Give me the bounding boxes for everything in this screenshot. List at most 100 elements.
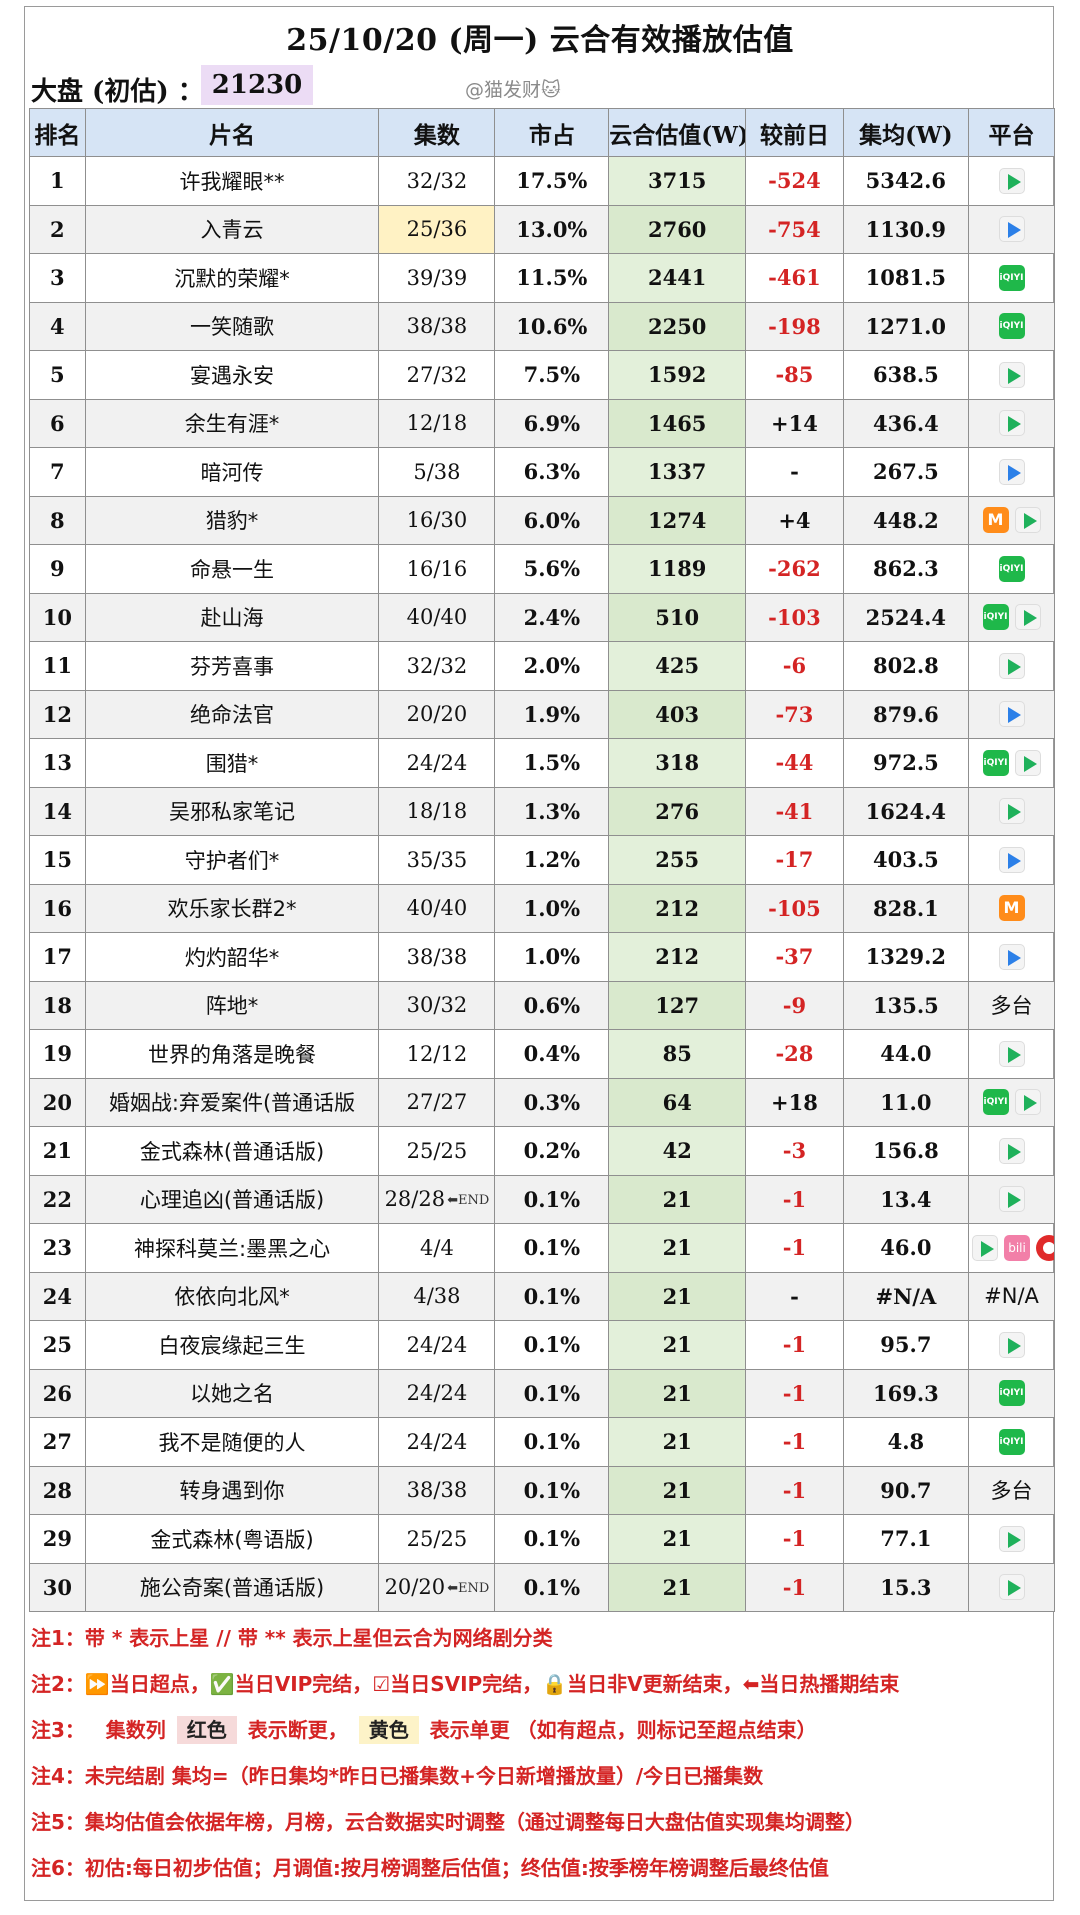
episodes-value: 24/24 [406, 1332, 468, 1357]
note-3-post: 表示单更 （如有超点，则标记至超点结束） [422, 1718, 817, 1742]
platform-cell [968, 447, 1055, 497]
episodes-value: 24/24 [406, 1381, 468, 1406]
title-cell: 入青云 [84, 204, 380, 254]
change-cell: -1 [745, 1514, 844, 1564]
share-cell: 10.6% [494, 301, 610, 351]
change-cell: -17 [745, 835, 844, 885]
iqiyi-icon: iQIYI [982, 1089, 1009, 1116]
rank-cell: 16 [29, 883, 86, 933]
estimate-cell: 1274 [608, 495, 747, 545]
title-cell: 白夜宸缘起三生 [84, 1320, 380, 1370]
avg-cell: 135.5 [842, 980, 970, 1030]
share-cell: 0.1% [494, 1514, 610, 1564]
platform-cell [968, 1174, 1055, 1224]
estimate-cell: 21 [608, 1320, 747, 1370]
table-row: 29 金式森林(粤语版) 25/25 0.1% 21 -1 77.1 [29, 1514, 1055, 1564]
share-cell: 2.0% [494, 641, 610, 691]
table-row: 15 守护者们* 35/35 1.2% 255 -17 403.5 [29, 835, 1055, 885]
title-cell: 灼灼韶华* [84, 932, 380, 982]
episodes-cell: 25/25 [378, 1126, 496, 1176]
rank-cell: 22 [29, 1174, 86, 1224]
table-row: 9 命悬一生 16/16 5.6% 1189 -262 862.3 iQIYI [29, 544, 1055, 594]
platform-cell [968, 786, 1055, 836]
note-3-mid: 表示断更， [240, 1718, 355, 1742]
col-header-episodes: 集数 [378, 108, 496, 157]
tencent-icon [998, 1137, 1025, 1164]
platform-cell: iQIYI [968, 1077, 1055, 1127]
tencent-icon [998, 1331, 1025, 1358]
avg-cell: 862.3 [842, 544, 970, 594]
rank-cell: 19 [29, 1029, 86, 1079]
change-cell: -44 [745, 738, 844, 788]
avg-cell: 802.8 [842, 641, 970, 691]
share-cell: 6.0% [494, 495, 610, 545]
estimate-cell: 21 [608, 1368, 747, 1418]
estimate-cell: 212 [608, 883, 747, 933]
title-cell: 施公奇案(普通话版) [84, 1562, 380, 1612]
change-cell: -262 [745, 544, 844, 594]
estimate-cell: 21 [608, 1562, 747, 1612]
episodes-value: 18/18 [406, 799, 468, 824]
youku-icon [998, 216, 1025, 243]
table-row: 19 世界的角落是晚餐 12/12 0.4% 85 -28 44.0 [29, 1029, 1055, 1079]
episodes-value: 30/32 [406, 993, 468, 1018]
change-cell: +14 [745, 398, 844, 448]
share-cell: 0.1% [494, 1271, 610, 1321]
change-cell: -105 [745, 883, 844, 933]
episodes-value: 40/40 [406, 605, 468, 630]
episodes-cell: 28/28 ⬅END [378, 1174, 496, 1224]
youku-icon [998, 701, 1025, 728]
platform-cell [968, 350, 1055, 400]
avg-cell: 46.0 [842, 1223, 970, 1273]
col-header-share: 市占 [494, 108, 610, 157]
table-row: 10 赴山海 40/40 2.4% 510 -103 2524.4 iQIYI [29, 592, 1055, 642]
estimate-cell: 3715 [608, 156, 747, 206]
share-cell: 1.2% [494, 835, 610, 885]
hot-period-end-icon: ⬅END [447, 1193, 490, 1209]
estimate-cell: 2760 [608, 204, 747, 254]
avg-cell: 1130.9 [842, 204, 970, 254]
title-cell: 欢乐家长群2* [84, 883, 380, 933]
episodes-value: 25/25 [406, 1138, 468, 1163]
table-row: 23 神探科莫兰:墨黑之心 4/4 0.1% 21 -1 46.0 bili [29, 1223, 1055, 1273]
title-cell: 世界的角落是晚餐 [84, 1029, 380, 1079]
episodes-value: 25/25 [406, 1526, 468, 1551]
iqiyi-icon: iQIYI [998, 1428, 1025, 1455]
rank-cell: 23 [29, 1223, 86, 1273]
platform-cell: iQIYI [968, 301, 1055, 351]
red-icon [1036, 1234, 1054, 1261]
ratings-table: 排名 片名 集数 市占 云合估值(W) 较前日 集均(W) 平台 1 许我耀眼**… [29, 108, 1055, 1612]
table-row: 27 我不是随便的人 24/24 0.1% 21 -1 4.8 iQIYI [29, 1417, 1055, 1467]
change-cell: -85 [745, 350, 844, 400]
episodes-cell: 39/39 [378, 253, 496, 303]
rank-cell: 26 [29, 1368, 86, 1418]
rank-cell: 10 [29, 592, 86, 642]
title-cell: 围猎* [84, 738, 380, 788]
change-cell: - [745, 447, 844, 497]
episodes-cell: 38/38 [378, 932, 496, 982]
title-cell: 芬芳喜事 [84, 641, 380, 691]
estimate-cell: 2441 [608, 253, 747, 303]
dapan-line: 大盘 (初估) ： 21230 @猫发财🐱 [25, 63, 1055, 107]
platform-cell [968, 689, 1055, 739]
episodes-value: 32/32 [406, 168, 468, 193]
rank-cell: 15 [29, 835, 86, 885]
platform-cell: bili [968, 1223, 1055, 1273]
rank-cell: 14 [29, 786, 86, 836]
estimate-cell: 510 [608, 592, 747, 642]
share-cell: 1.3% [494, 786, 610, 836]
iqiyi-icon: iQIYI [998, 313, 1025, 340]
table-row: 2 入青云 25/36 13.0% 2760 -754 1130.9 [29, 204, 1055, 254]
episodes-cell: 30/32 [378, 980, 496, 1030]
hot-period-end-icon: ⬅END [447, 1581, 490, 1597]
rank-cell: 6 [29, 398, 86, 448]
rank-cell: 28 [29, 1465, 86, 1515]
col-header-avg: 集均(W) [842, 108, 970, 157]
estimate-cell: 425 [608, 641, 747, 691]
episodes-cell: 20/20 [378, 689, 496, 739]
platform-cell [968, 204, 1055, 254]
table-row: 22 心理追凶(普通话版) 28/28 ⬅END 0.1% 21 -1 13.4 [29, 1174, 1055, 1224]
tencent-icon [1014, 1089, 1041, 1116]
platform-cell: iQIYI [968, 544, 1055, 594]
